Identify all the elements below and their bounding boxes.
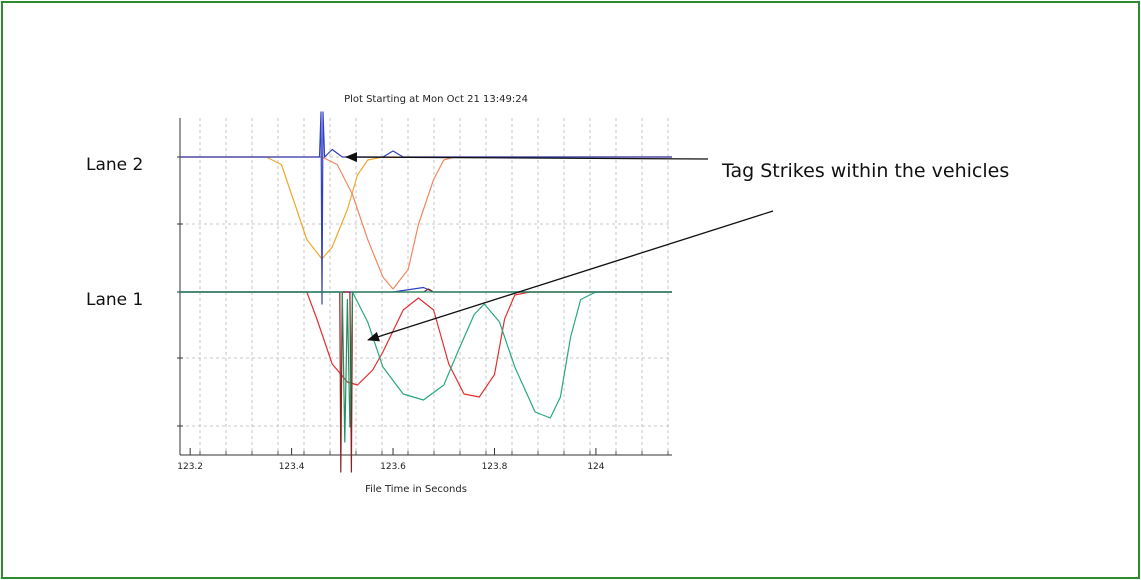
x-tick-label: 123.8 <box>482 462 508 472</box>
x-tick-label: 123.2 <box>177 462 203 472</box>
x-tick-label: 124 <box>587 462 604 472</box>
series-line <box>180 112 672 304</box>
series-line <box>180 289 672 472</box>
chart-title: Plot Starting at Mon Oct 21 13:49:24 <box>344 94 528 105</box>
axes: 123.2 123.4 123.6 123.8 124 <box>177 118 672 472</box>
x-tick-label: 123.4 <box>279 462 305 472</box>
annotation-arrow-lane1 <box>368 211 773 340</box>
grid <box>180 118 672 455</box>
series-line <box>180 292 672 442</box>
annotation-text: Tag Strikes within the vehicles <box>721 160 1009 182</box>
series-group <box>180 112 672 472</box>
lane-label: Lane 2 <box>86 155 143 175</box>
series-line <box>180 288 672 293</box>
series-line <box>180 157 672 259</box>
series-line <box>180 292 672 397</box>
labels-group: Plot Starting at Mon Oct 21 13:49:24 File… <box>86 94 1009 495</box>
lane-label: Lane 1 <box>86 290 143 310</box>
series-line <box>180 157 672 289</box>
series-line <box>180 292 672 418</box>
x-tick-label: 123.6 <box>380 462 406 472</box>
x-axis-label: File Time in Seconds <box>365 484 467 495</box>
